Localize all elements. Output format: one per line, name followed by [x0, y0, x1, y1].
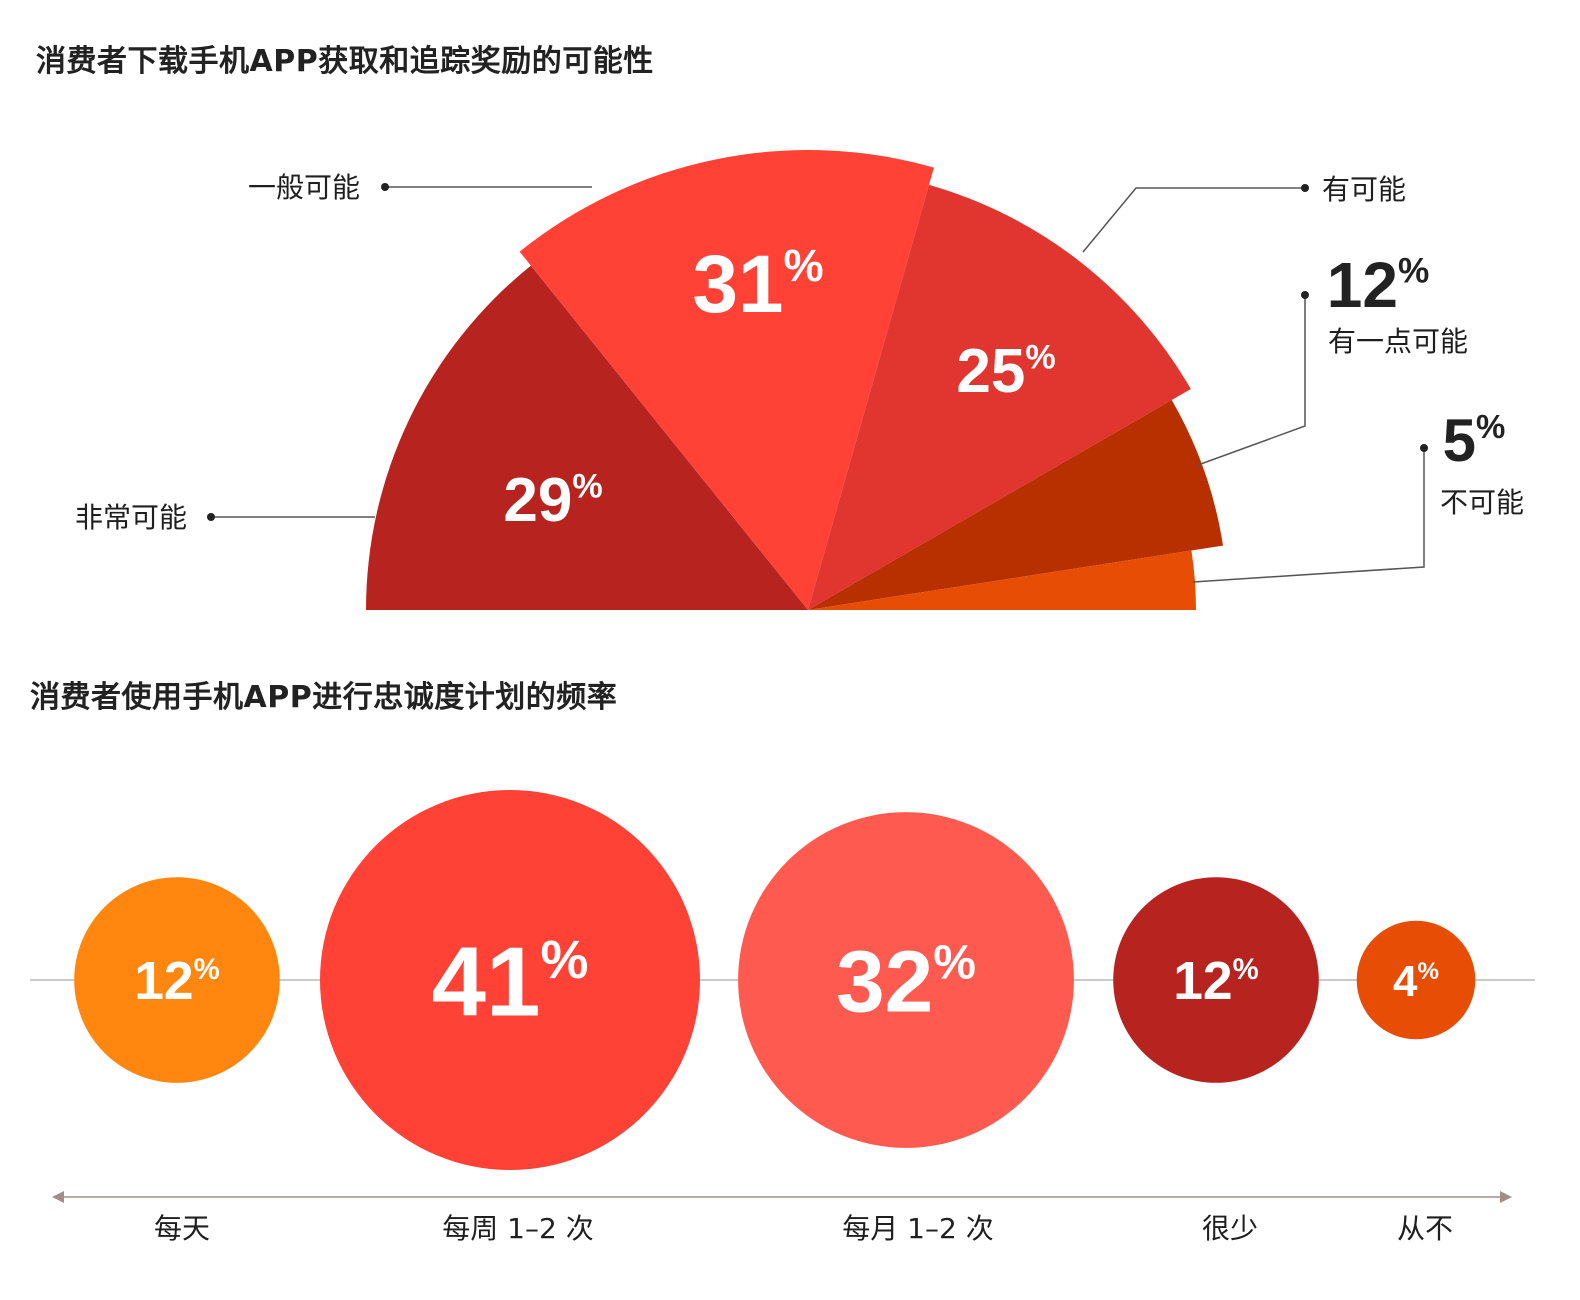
bubble-value-label: 41% — [432, 926, 589, 1036]
frequency-bubble — [1113, 877, 1319, 1083]
chart-title-frequency: 消费者使用手机APP进行忠诚度计划的频率 — [30, 680, 618, 715]
leader-line — [1197, 295, 1306, 466]
bubble-chart: 12% 每天 41% 每周 1–2 次 32% 每月 1–2 次 12% 很少 4% 从不 — [30, 790, 1535, 1245]
frequency-category-label: 每天 — [154, 1212, 210, 1245]
slice-category-label: 有一点可能 — [1328, 325, 1468, 358]
fan-chart: 29% 31% 25% 12% 5% — [365, 150, 1506, 610]
leader-line — [1192, 448, 1425, 583]
leader-dot — [1420, 444, 1428, 452]
leader-dot — [207, 513, 215, 521]
axis-arrow-right-icon — [1500, 1191, 1512, 1203]
slice-category-label: 有可能 — [1322, 173, 1406, 206]
chart-title-likelihood: 消费者下载手机APP获取和追踪奖励的可能性 — [36, 44, 654, 79]
bubble-value-label: 32% — [836, 933, 976, 1030]
bubble-value-label: 4% — [1393, 957, 1439, 1006]
frequency-category-label: 每月 1–2 次 — [842, 1212, 993, 1245]
frequency-category-label: 很少 — [1202, 1212, 1258, 1245]
leader-dot — [1301, 291, 1309, 299]
slice-value-label: 25% — [956, 337, 1055, 406]
fan-slice — [365, 265, 808, 610]
slice-value-label: 12% — [1327, 249, 1429, 321]
leader-line — [1082, 187, 1305, 253]
frequency-bubble — [738, 812, 1074, 1148]
frequency-category-label: 每周 1–2 次 — [442, 1212, 593, 1245]
fan-slice — [519, 150, 934, 610]
slice-value-label: 5% — [1443, 407, 1506, 474]
frequency-bubble — [1356, 920, 1476, 1040]
slice-category-label: 一般可能 — [248, 171, 360, 204]
bubble-value-label: 12% — [134, 952, 220, 1011]
leader-dot — [1301, 184, 1309, 192]
slice-category-label: 非常可能 — [75, 501, 187, 534]
slice-value-label: 31% — [692, 239, 823, 330]
fan-slice — [808, 550, 1196, 610]
frequency-bubble — [320, 790, 700, 1170]
leader-dot — [381, 183, 389, 191]
slice-value-label: 29% — [503, 466, 602, 535]
axis-arrow-left-icon — [52, 1191, 64, 1203]
slice-category-label: 不可能 — [1440, 486, 1524, 519]
bubble-value-label: 12% — [1173, 952, 1259, 1011]
fan-slice — [808, 184, 1191, 610]
fan-slice — [808, 400, 1223, 610]
frequency-bubble — [74, 877, 280, 1083]
frequency-category-label: 从不 — [1397, 1212, 1453, 1245]
